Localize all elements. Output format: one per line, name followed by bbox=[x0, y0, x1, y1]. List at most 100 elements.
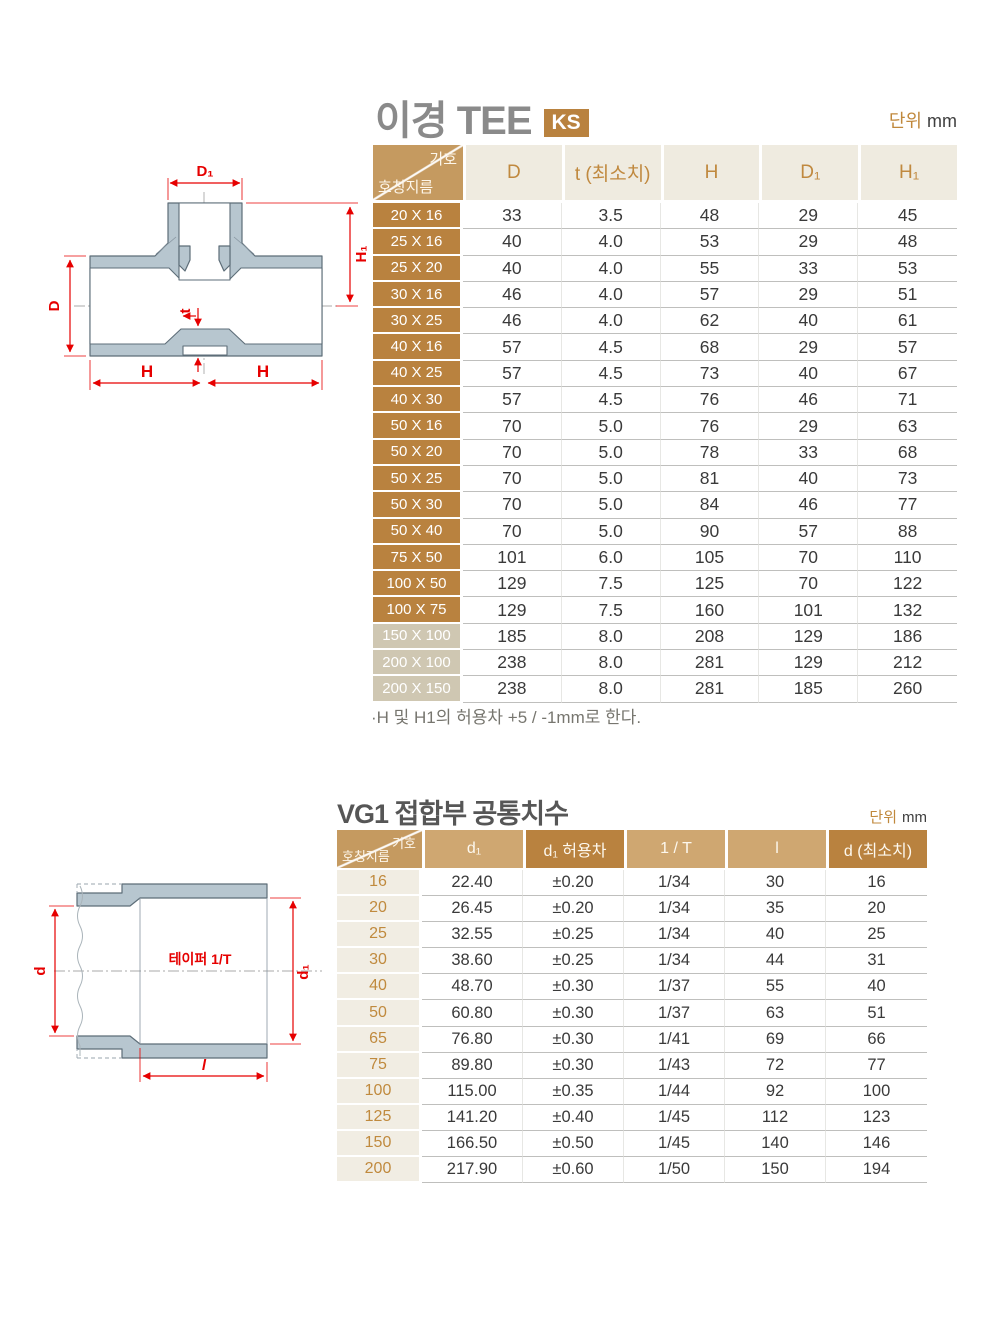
corner-diameter-label: 호칭지름 bbox=[378, 179, 434, 196]
row-value-cell: 5.0 bbox=[561, 518, 661, 545]
row-value-cell: 57 bbox=[463, 387, 562, 414]
vg1-table-body: 16 22.40 ±0.20 1/34 30 16 20 26.45 ±0.20 1/34 35 20… bbox=[337, 870, 927, 1184]
table-row: 65 76.80 ±0.30 1/41 69 66 bbox=[337, 1026, 927, 1053]
column-header: d (최소치) bbox=[826, 830, 927, 868]
row-value-cell: 5.0 bbox=[561, 465, 661, 493]
column-header: H bbox=[660, 145, 760, 200]
table-row: 100 X 50 129 7.5 125 70 122 bbox=[373, 571, 957, 598]
taper-label: 테이퍼 1/T bbox=[169, 951, 232, 967]
row-value-cell: 70 bbox=[759, 544, 859, 572]
row-value-cell: ±0.50 bbox=[523, 1130, 624, 1158]
unit-label: 단위 bbox=[888, 111, 922, 131]
row-value-cell: 1/45 bbox=[624, 1104, 725, 1131]
row-value-cell: 22.40 bbox=[422, 870, 523, 897]
row-value-cell: 185 bbox=[463, 623, 562, 651]
row-value-cell: 150 bbox=[725, 1157, 826, 1184]
row-value-cell: 123 bbox=[826, 1104, 927, 1131]
row-value-cell: 1/34 bbox=[624, 870, 725, 897]
socket-top-wall bbox=[76, 883, 268, 907]
tee-diagram: D₁ H₁ D H H t bbox=[40, 150, 370, 417]
unit-value: mm bbox=[902, 809, 927, 826]
row-value-cell: 281 bbox=[660, 650, 760, 677]
tee-table-body: 20 X 16 33 3.5 48 29 45 25 X 16 40 4.0 53 29 48 25 X… bbox=[373, 203, 957, 703]
row-value-cell: 67 bbox=[858, 360, 957, 388]
row-value-cell: 4.0 bbox=[561, 255, 661, 282]
row-value-cell: 55 bbox=[660, 255, 760, 282]
table-row: 20 26.45 ±0.20 1/34 35 20 bbox=[337, 896, 927, 923]
row-value-cell: ±0.35 bbox=[523, 1078, 624, 1105]
row-value-cell: 1/41 bbox=[624, 1026, 725, 1053]
row-value-cell: 88 bbox=[858, 518, 957, 545]
row-value-cell: 63 bbox=[858, 413, 957, 440]
row-value-cell: 20 bbox=[826, 896, 927, 923]
row-value-cell: 66 bbox=[826, 1026, 927, 1053]
row-value-cell: 92 bbox=[725, 1078, 826, 1105]
row-value-cell: 40 bbox=[463, 229, 562, 256]
row-value-cell: ±0.30 bbox=[523, 1000, 624, 1027]
row-value-cell: 5.0 bbox=[561, 413, 661, 440]
row-value-cell: 69 bbox=[725, 1026, 826, 1053]
row-value-cell: 45 bbox=[858, 203, 957, 230]
branch-stop-right bbox=[218, 245, 231, 272]
row-value-cell: 217.90 bbox=[422, 1157, 523, 1184]
row-value-cell: 1/34 bbox=[624, 896, 725, 923]
t-dimension-label: t bbox=[177, 309, 194, 314]
row-value-cell: 57 bbox=[463, 334, 562, 361]
row-size-cell: 50 X 30 bbox=[373, 492, 463, 519]
vg1-socket-diagram: 테이퍼 1/T d d₁ l bbox=[30, 858, 330, 1108]
table-row: 40 X 30 57 4.5 76 46 71 bbox=[373, 387, 957, 414]
row-value-cell: 48.70 bbox=[422, 974, 523, 1001]
row-size-cell: 100 bbox=[337, 1078, 422, 1105]
column-header: l bbox=[725, 830, 826, 868]
row-size-cell: 75 X 50 bbox=[373, 544, 463, 572]
column-header: D₁ bbox=[759, 145, 859, 200]
row-value-cell: 84 bbox=[660, 492, 760, 519]
table-row: 125 141.20 ±0.40 1/45 112 123 bbox=[337, 1104, 927, 1131]
column-header: t (최소치) bbox=[561, 145, 661, 200]
row-value-cell: 29 bbox=[759, 229, 859, 256]
row-value-cell: 101 bbox=[463, 544, 562, 572]
row-value-cell: 160 bbox=[660, 597, 760, 624]
row-value-cell: 77 bbox=[858, 492, 957, 519]
row-value-cell: 68 bbox=[660, 334, 760, 361]
row-value-cell: 53 bbox=[660, 229, 760, 256]
row-value-cell: 238 bbox=[463, 650, 562, 677]
row-value-cell: 260 bbox=[858, 676, 957, 703]
row-value-cell: 70 bbox=[463, 413, 562, 440]
row-value-cell: 70 bbox=[463, 518, 562, 545]
row-value-cell: ±0.25 bbox=[523, 948, 624, 975]
row-size-cell: 125 bbox=[337, 1104, 422, 1131]
break-line bbox=[77, 885, 83, 1056]
row-size-cell: 75 bbox=[337, 1052, 422, 1079]
row-size-cell: 50 bbox=[337, 1000, 422, 1027]
row-size-cell: 50 X 20 bbox=[373, 439, 463, 466]
row-value-cell: ±0.20 bbox=[523, 870, 624, 897]
table-row: 50 X 20 70 5.0 78 33 68 bbox=[373, 439, 957, 466]
row-value-cell: 46 bbox=[759, 492, 859, 519]
row-value-cell: 110 bbox=[858, 544, 957, 572]
row-size-cell: 25 bbox=[337, 922, 422, 949]
row-value-cell: 7.5 bbox=[561, 571, 661, 598]
row-value-cell: 44 bbox=[725, 948, 826, 975]
row-value-cell: 48 bbox=[858, 229, 957, 256]
row-value-cell: 208 bbox=[660, 623, 760, 651]
row-value-cell: 132 bbox=[858, 597, 957, 624]
row-size-cell: 20 X 16 bbox=[373, 203, 463, 230]
row-size-cell: 40 bbox=[337, 974, 422, 1001]
row-value-cell: 141.20 bbox=[422, 1104, 523, 1131]
corner-symbol-label: 기호 bbox=[429, 151, 457, 168]
row-value-cell: ±0.40 bbox=[523, 1104, 624, 1131]
row-value-cell: 166.50 bbox=[422, 1130, 523, 1158]
tee-unit-note: 단위 mm bbox=[700, 107, 957, 133]
row-size-cell: 50 X 40 bbox=[373, 518, 463, 545]
row-value-cell: ±0.25 bbox=[523, 922, 624, 949]
row-value-cell: 29 bbox=[759, 281, 859, 309]
row-value-cell: 129 bbox=[463, 597, 562, 624]
row-value-cell: 1/43 bbox=[624, 1052, 725, 1079]
row-value-cell: 76.80 bbox=[422, 1026, 523, 1053]
row-value-cell: 4.5 bbox=[561, 360, 661, 388]
row-value-cell: ±0.30 bbox=[523, 1026, 624, 1053]
